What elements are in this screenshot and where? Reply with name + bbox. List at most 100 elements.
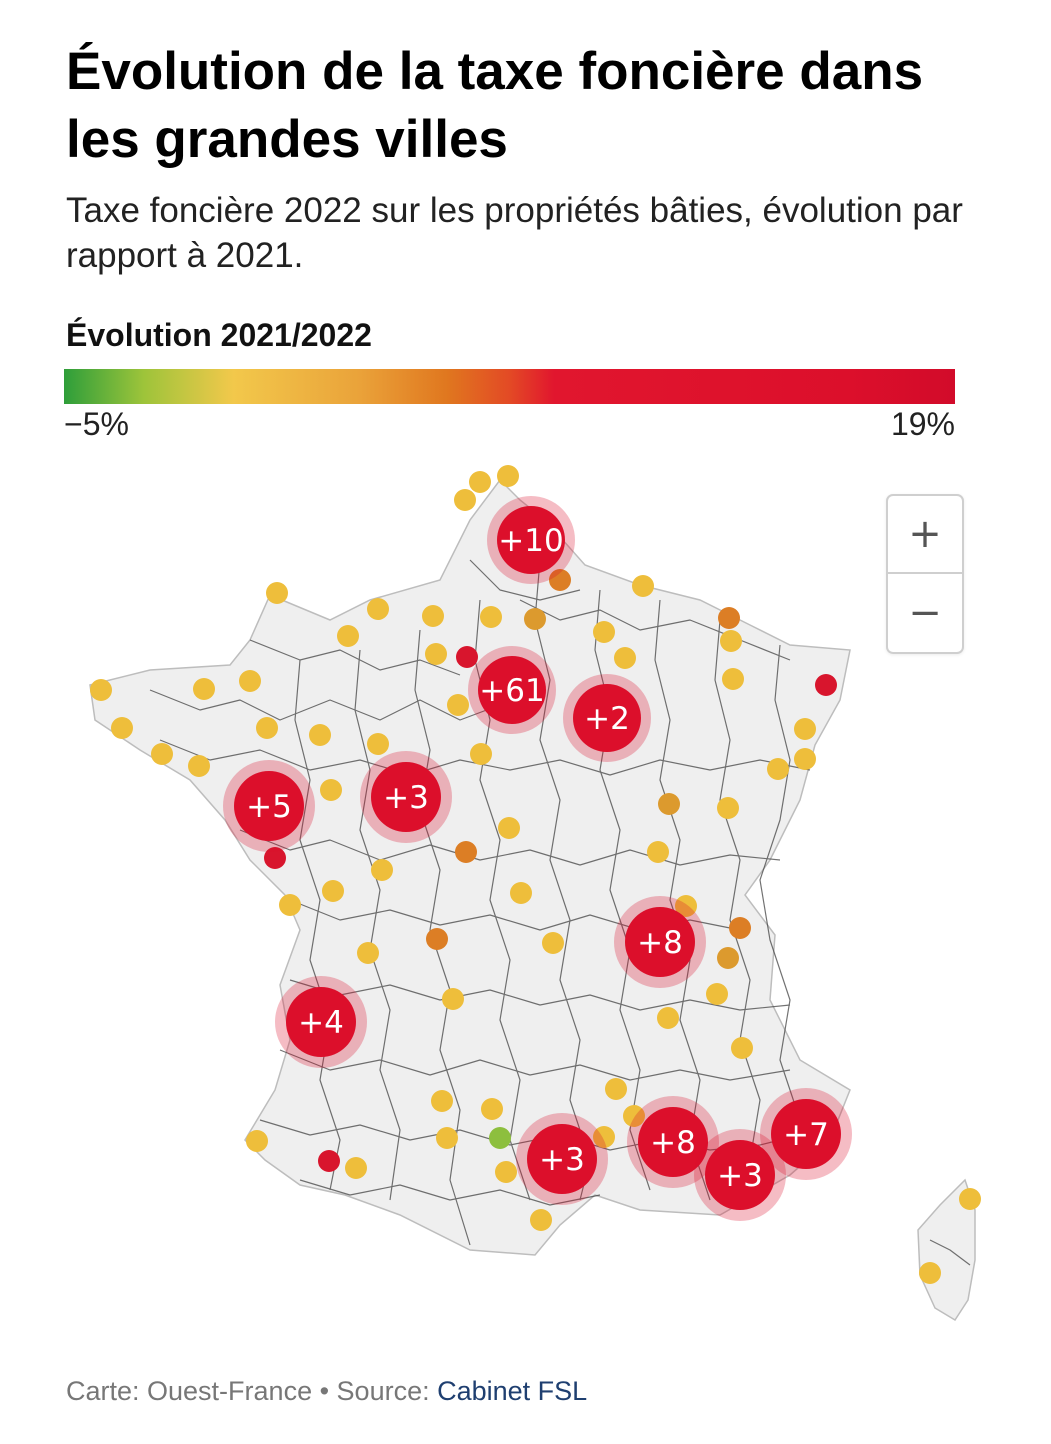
city-dot <box>425 643 447 665</box>
cluster-marker[interactable]: +3 <box>694 1129 786 1221</box>
city-dot <box>436 1127 458 1149</box>
city-dot <box>309 724 331 746</box>
city-dot <box>367 733 389 755</box>
cluster-count: +4 <box>298 1005 344 1041</box>
city-dot <box>542 932 564 954</box>
city-dot <box>530 1209 552 1231</box>
cluster-marker[interactable]: +8 <box>627 1096 719 1188</box>
cluster-count: +3 <box>539 1142 585 1178</box>
city-dot <box>454 489 476 511</box>
cluster-count: +5 <box>246 789 292 825</box>
city-dot <box>422 605 444 627</box>
city-dot <box>959 1188 981 1210</box>
city-dot <box>193 678 215 700</box>
city-dot <box>322 880 344 902</box>
city-dot <box>675 895 697 917</box>
city-dot <box>367 598 389 620</box>
city-dot <box>498 817 520 839</box>
city-dot <box>497 465 519 487</box>
map-title: Évolution de la taxe foncière dans les g… <box>66 42 924 169</box>
city-dot <box>657 1007 679 1029</box>
city-dot <box>371 859 393 881</box>
city-dot <box>345 1157 367 1179</box>
city-dot <box>469 471 491 493</box>
source-credit-prefix: Carte: Ouest-France • Source: <box>66 1376 438 1406</box>
city-dot <box>279 894 301 916</box>
city-dot <box>431 1090 453 1112</box>
cluster-marker[interactable]: +4 <box>275 976 367 1068</box>
cluster-marker[interactable]: +2 <box>563 674 651 762</box>
city-dot <box>614 647 636 669</box>
city-dot <box>919 1262 941 1284</box>
source-link[interactable]: Cabinet FSL <box>437 1376 588 1406</box>
city-dot <box>815 674 837 696</box>
cluster-count: +61 <box>479 673 544 709</box>
city-dot <box>256 717 278 739</box>
city-dot <box>455 841 477 863</box>
cluster-count: +2 <box>584 701 630 737</box>
city-dot <box>718 607 740 629</box>
city-dots <box>90 465 981 1284</box>
city-dot <box>357 942 379 964</box>
city-dot <box>717 947 739 969</box>
city-dot <box>794 748 816 770</box>
city-dot <box>623 1105 645 1127</box>
city-dot <box>605 1078 627 1100</box>
zoom-in-button[interactable]: + <box>888 496 962 574</box>
city-dot <box>151 743 173 765</box>
cluster-count: +7 <box>783 1117 829 1153</box>
cluster-marker[interactable]: +10 <box>487 496 575 584</box>
city-dot <box>794 718 816 740</box>
city-dot <box>717 797 739 819</box>
map-subtitle: Taxe foncière 2022 sur les propriétés bâ… <box>66 191 963 275</box>
zoom-control: + − <box>886 494 964 654</box>
city-dot <box>188 755 210 777</box>
city-dot <box>481 1098 503 1120</box>
city-dot <box>470 743 492 765</box>
department-borders <box>149 559 971 1266</box>
city-dot <box>731 1037 753 1059</box>
cluster-count: +3 <box>717 1158 763 1194</box>
city-dot <box>767 758 789 780</box>
city-dot <box>495 1161 517 1183</box>
city-dot <box>426 928 448 950</box>
city-dot <box>722 668 744 690</box>
mainland-land <box>89 478 851 1256</box>
cluster-count: +3 <box>383 780 429 816</box>
cluster-marker[interactable]: +61 <box>468 646 556 734</box>
city-dot <box>593 1126 615 1148</box>
legend-min-label: −5% <box>64 406 129 442</box>
legend-color-scale <box>64 369 955 404</box>
city-dot <box>320 779 342 801</box>
city-dot <box>632 575 654 597</box>
city-dot <box>729 917 751 939</box>
city-dot <box>318 1150 340 1172</box>
city-clusters[interactable]: +10 +61 +2 +5 +3 +8 <box>223 496 852 1221</box>
city-dot <box>524 608 546 630</box>
city-dot <box>246 1130 268 1152</box>
city-dot <box>266 582 288 604</box>
city-dot <box>456 646 478 668</box>
cluster-marker[interactable]: +7 <box>760 1088 852 1180</box>
cluster-marker[interactable]: +8 <box>614 896 706 988</box>
cluster-count: +8 <box>637 925 683 961</box>
city-dot <box>658 793 680 815</box>
france-map[interactable]: +10 +61 +2 +5 +3 +8 <box>0 460 1051 1360</box>
cluster-marker[interactable]: +5 <box>223 760 315 852</box>
cluster-marker[interactable]: +3 <box>360 751 452 843</box>
legend-max-label: 19% <box>890 406 955 442</box>
city-dot <box>480 606 502 628</box>
source-credit: Carte: Ouest-France • Source: Cabinet FS… <box>66 1376 587 1407</box>
city-dot <box>337 625 359 647</box>
cluster-marker[interactable]: +3 <box>516 1113 608 1205</box>
city-dot <box>549 569 571 591</box>
zoom-out-button[interactable]: − <box>888 574 962 652</box>
legend-title: Évolution 2021/2022 <box>66 317 372 353</box>
city-dot <box>447 694 469 716</box>
city-dot <box>647 841 669 863</box>
city-dot <box>239 670 261 692</box>
cluster-count: +10 <box>498 523 563 559</box>
cluster-count: +8 <box>650 1125 696 1161</box>
city-dot <box>442 988 464 1010</box>
city-dot <box>593 621 615 643</box>
